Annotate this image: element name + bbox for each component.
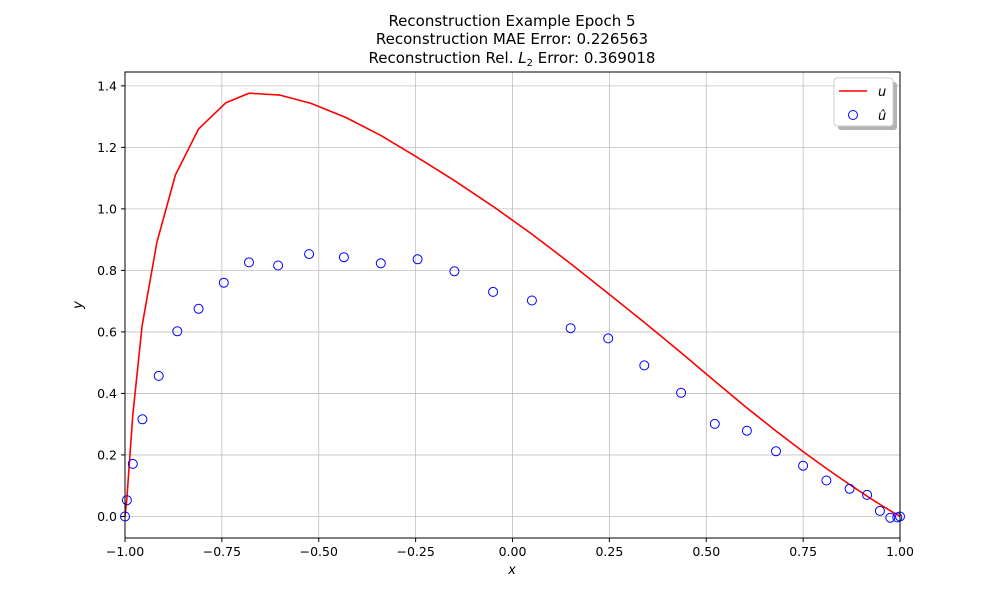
x-tick-label: −0.25 [396, 544, 434, 559]
y-tick-label: 0.0 [97, 509, 117, 524]
chart-title-line-1: Reconstruction Example Epoch 5 [388, 12, 635, 30]
x-tick-label: 0.00 [499, 544, 527, 559]
scatter-point-u-hat [741, 425, 752, 436]
y-tick-label: 0.6 [97, 324, 117, 339]
y-tick-label: 1.0 [97, 201, 117, 216]
legend-label-u: u [878, 85, 886, 100]
x-tick-label: 1.00 [886, 544, 914, 559]
scatter-point-u-hat [676, 387, 687, 398]
x-tick-label: −0.75 [203, 544, 241, 559]
scatter-point-u-hat [798, 460, 809, 471]
scatter-point-u-hat [172, 326, 183, 337]
scatter-point-u-hat [375, 258, 386, 269]
scatter-point-u-hat [874, 505, 885, 516]
scatter-point-u-hat [153, 370, 164, 381]
scatter-point-u-hat [338, 252, 349, 263]
grid [124, 72, 901, 538]
scatter-point-u-hat [885, 512, 896, 523]
y-tick-label: 1.2 [97, 140, 117, 155]
scatter-point-u-hat [844, 483, 855, 494]
x-tick-label: −0.50 [300, 544, 338, 559]
scatter-point-u-hat [412, 254, 423, 265]
scatter-point-u-hat [127, 458, 138, 469]
scatter-point-u-hat [193, 303, 204, 314]
scatter-point-u-hat [862, 489, 873, 500]
x-tick-label: 0.50 [692, 544, 720, 559]
x-tick-label: −1.00 [106, 544, 144, 559]
y-tick-label: 0.2 [97, 447, 117, 462]
scatter-point-u-hat [244, 257, 254, 268]
chart-title-line-3: Reconstruction Rel. L2 Error: 0.369018 [369, 49, 656, 69]
y-tick-label: 1.4 [97, 78, 117, 93]
chart-title-line-2: Reconstruction MAE Error: 0.226563 [376, 30, 648, 48]
x-tick-label: 0.25 [595, 544, 623, 559]
legend: u û [833, 77, 897, 130]
axis-ticks: −1.00 −0.75 −0.50 −0.25 0.00 0.25 0.50 0.75 1.00… [97, 78, 914, 559]
scatter-point-u-hat [771, 446, 781, 457]
scatter-point-u-hat [218, 277, 229, 288]
y-tick-label: 0.8 [97, 263, 117, 278]
scatter-point-u-hat [488, 286, 499, 297]
scatter-point-u-hat [821, 475, 832, 486]
x-tick-label: 0.75 [789, 544, 817, 559]
scatter-point-u-hat [449, 266, 460, 277]
legend-marker-swatch-u-hat [848, 110, 858, 120]
x-axis-label: x [507, 563, 516, 578]
series-line-u [124, 92, 901, 518]
scatter-point-u-hat [603, 333, 614, 344]
scatter-point-u-hat [273, 260, 284, 271]
scatter-point-u-hat [304, 249, 315, 260]
scatter-point-u-hat [709, 418, 720, 429]
y-axis-label: y [71, 301, 86, 310]
legend-label-u-hat: û [878, 109, 886, 124]
scatter-point-u-hat [526, 295, 537, 306]
scatter-point-u-hat [137, 414, 148, 425]
scatter-point-u-hat [565, 323, 576, 334]
scatter-point-u-hat [639, 360, 650, 371]
y-tick-label: 0.4 [97, 386, 117, 401]
scatter-point-u-hat [121, 495, 132, 506]
